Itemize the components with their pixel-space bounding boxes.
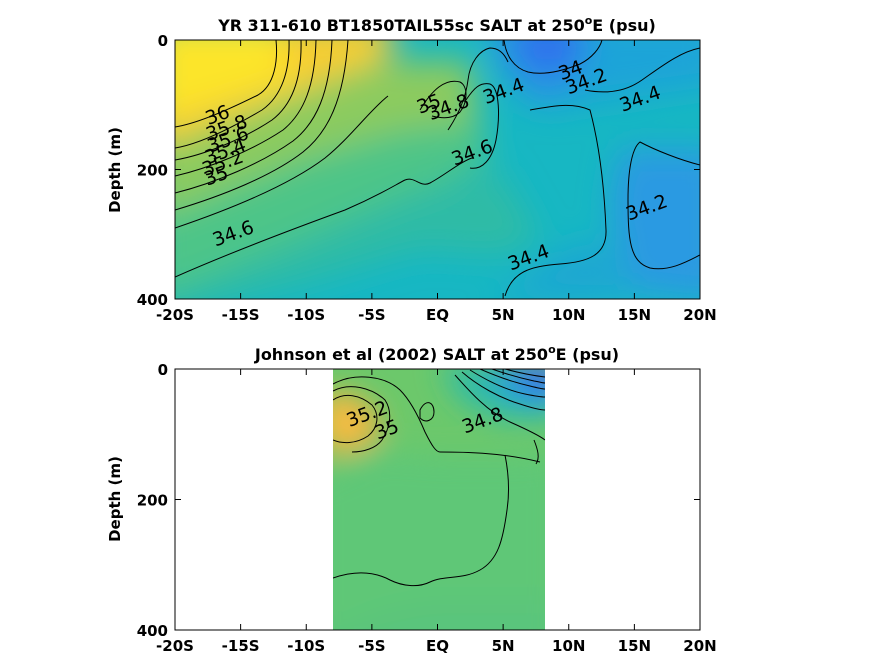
panel-top-contours bbox=[175, 40, 700, 297]
panel-top-xtick-label: -20S bbox=[156, 306, 194, 324]
panel-top-xtick-label: 15N bbox=[618, 306, 651, 324]
panel-top-ytick-label: 200 bbox=[137, 162, 168, 180]
panel-top-ylabel: Depth (m) bbox=[106, 127, 124, 213]
panel-top-axes: -20S -15S -10S -5S EQ 5N 10N 15N 20N 0 200 400 bbox=[137, 32, 717, 324]
panel-bottom-ytick-label: 200 bbox=[137, 492, 168, 510]
panel-top: YR 311-610 BT1850TAIL55sc SALT at 250oE … bbox=[106, 14, 717, 324]
panel-top-xtick-label: 5N bbox=[492, 306, 515, 324]
panel-bottom-colorfield bbox=[333, 369, 545, 630]
panel-bottom-ylabel: Depth (m) bbox=[106, 456, 124, 542]
panel-bottom-xtick-label: 10N bbox=[552, 637, 585, 655]
panel-bottom-xtick-label: 15N bbox=[618, 637, 651, 655]
panel-bottom-xtick-label: -20S bbox=[156, 637, 194, 655]
panel-top-xtick-label: -10S bbox=[287, 306, 325, 324]
panel-top-xtick-label: EQ bbox=[426, 306, 449, 324]
panel-bottom-ytick-label: 400 bbox=[137, 622, 168, 640]
panel-top-xtick-label: 20N bbox=[683, 306, 716, 324]
panel-top-ytick-label: 0 bbox=[158, 32, 168, 50]
panel-bottom: Johnson et al (2002) SALT at 250oE (psu) bbox=[106, 343, 717, 655]
panel-bottom-contours bbox=[333, 369, 545, 587]
panel-bottom-ytick-label: 0 bbox=[158, 361, 168, 379]
panel-bottom-xtick-label: 5N bbox=[492, 637, 515, 655]
panel-top-xtick-label: 10N bbox=[552, 306, 585, 324]
panel-bottom-xtick-label: -15S bbox=[222, 637, 260, 655]
panel-top-ytick-label: 400 bbox=[137, 291, 168, 309]
panel-bottom-xtick-label: EQ bbox=[426, 637, 449, 655]
panel-top-title: YR 311-610 BT1850TAIL55sc SALT at 250oE … bbox=[217, 14, 656, 35]
panel-bottom-xtick-label: -5S bbox=[358, 637, 385, 655]
panel-top-xtick-label: -15S bbox=[222, 306, 260, 324]
panel-bottom-title: Johnson et al (2002) SALT at 250oE (psu) bbox=[254, 343, 619, 364]
panel-bottom-axes: -20S -15S -10S -5S EQ 5N 10N 15N 20N 0 200 400 bbox=[137, 361, 717, 655]
panel-top-xtick-label: -5S bbox=[358, 306, 385, 324]
panel-bottom-xtick-label: 20N bbox=[683, 637, 716, 655]
panel-top-colorfield bbox=[175, 40, 700, 299]
panel-bottom-xtick-label: -10S bbox=[287, 637, 325, 655]
